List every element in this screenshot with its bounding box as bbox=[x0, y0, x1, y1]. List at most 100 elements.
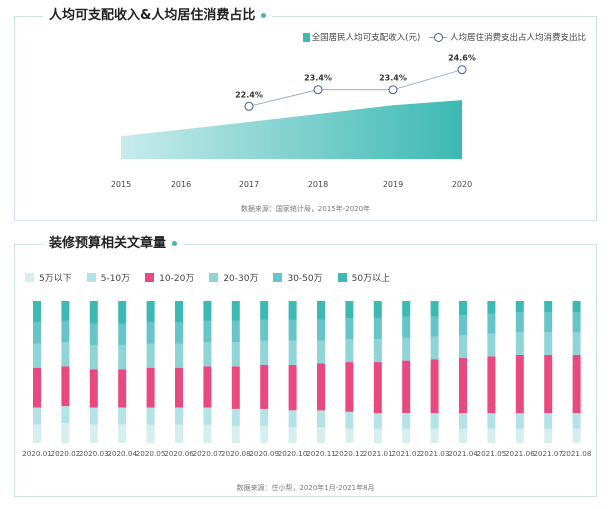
bar-segment bbox=[487, 428, 496, 443]
bar-segment bbox=[345, 339, 354, 362]
legend-item: 5万以下 bbox=[25, 271, 72, 284]
x-tick-label: 2020.10 bbox=[278, 449, 308, 458]
legend-label: 50万以上 bbox=[351, 274, 391, 284]
bar-segment bbox=[288, 301, 297, 320]
legend-swatch-icon bbox=[25, 273, 34, 282]
ratio-point bbox=[457, 65, 467, 75]
chart-title: 人均可支配收入&人均居住消费占比 bbox=[43, 7, 273, 25]
legend-swatch-icon bbox=[145, 273, 155, 282]
bar-segment bbox=[203, 424, 212, 443]
bar-segment bbox=[33, 367, 41, 408]
bar-segment bbox=[572, 301, 581, 313]
ratio-point bbox=[313, 85, 323, 95]
bar-segment bbox=[430, 301, 439, 317]
bar-segment bbox=[175, 367, 183, 408]
x-tick-label: 2021.03 bbox=[420, 449, 450, 458]
ratio-point bbox=[388, 85, 398, 95]
bar-segment bbox=[544, 332, 553, 355]
bar-segment bbox=[89, 345, 98, 370]
bar-segment bbox=[544, 355, 553, 414]
bar-segment bbox=[459, 357, 467, 414]
legend-label: 5-10万 bbox=[100, 274, 131, 284]
x-tick-label: 2016 bbox=[171, 180, 191, 189]
income-area bbox=[121, 100, 462, 159]
bar-segment bbox=[203, 342, 212, 367]
bar-segment bbox=[373, 318, 382, 340]
bar-segment bbox=[89, 301, 98, 324]
legend-label: 10-20万 bbox=[159, 274, 195, 284]
bar-segment bbox=[345, 318, 354, 340]
bar-segment bbox=[203, 320, 212, 343]
bar-segment bbox=[402, 360, 411, 414]
bar-segment bbox=[317, 427, 325, 443]
x-tick-label: 2021.06 bbox=[505, 449, 535, 458]
bar-segment bbox=[373, 301, 382, 318]
x-tick-label: 2020.04 bbox=[107, 449, 137, 458]
x-tick-label: 2020.05 bbox=[136, 449, 166, 458]
data-label: 22.4% bbox=[235, 90, 263, 99]
bar-segment bbox=[118, 323, 127, 345]
bar-segment bbox=[231, 366, 240, 409]
x-tick-label: 2020.12 bbox=[335, 449, 365, 458]
bar-segment bbox=[231, 320, 240, 343]
bar-segment bbox=[572, 428, 581, 443]
line-marker-icon bbox=[428, 33, 447, 42]
bar-segment bbox=[203, 407, 212, 425]
x-tick-label: 2020.09 bbox=[249, 449, 279, 458]
bar-segment bbox=[260, 364, 269, 409]
bar-segment bbox=[572, 332, 581, 355]
bar-segment bbox=[430, 359, 439, 414]
bar-segment bbox=[33, 301, 41, 323]
bar-segment bbox=[118, 424, 127, 443]
bar-segment bbox=[118, 407, 127, 425]
bar-segment bbox=[203, 366, 212, 408]
bar-segment bbox=[61, 366, 70, 407]
bar-segment bbox=[544, 413, 553, 429]
x-tick-label: 2020 bbox=[452, 180, 472, 189]
article-chart-panel: 装修预算相关文章量 5万以下 5-10万 10-20万 20-30万 30-50万 50万… bbox=[14, 235, 597, 497]
bar-segment bbox=[373, 362, 382, 414]
bar-segment bbox=[146, 367, 155, 408]
bar-segment bbox=[317, 410, 325, 428]
bar-segment bbox=[430, 316, 439, 337]
x-tick-label: 2021.08 bbox=[562, 449, 592, 458]
x-tick-label: 2015 bbox=[111, 180, 131, 189]
bar-segment bbox=[118, 345, 127, 370]
x-tick-label: 2021.07 bbox=[533, 449, 563, 458]
bar-segment bbox=[231, 408, 240, 426]
bar-segment bbox=[459, 413, 467, 429]
bar-segment bbox=[146, 407, 155, 425]
legend-label: 30-50万 bbox=[287, 274, 323, 284]
legend-item: 10-20万 bbox=[145, 271, 194, 284]
legend-item: 50万以上 bbox=[337, 271, 391, 284]
x-tick-label: 2020.11 bbox=[306, 449, 336, 458]
bar-segment bbox=[33, 407, 41, 425]
legend-item: 5-10万 bbox=[86, 271, 131, 284]
bar-segment bbox=[345, 411, 354, 429]
bar-segment bbox=[260, 408, 269, 426]
bar-segment bbox=[231, 342, 240, 367]
bar-segment bbox=[61, 406, 70, 424]
bar-segment bbox=[459, 315, 467, 336]
bar-segment bbox=[260, 319, 269, 341]
bar-segment bbox=[430, 336, 439, 360]
x-tick-label: 2021.02 bbox=[391, 449, 421, 458]
x-tick-label: 2020.06 bbox=[164, 449, 194, 458]
x-tick-label: 2020.01 bbox=[22, 449, 52, 458]
bar-segment bbox=[487, 333, 496, 357]
legend-swatch-icon bbox=[209, 273, 219, 282]
chart-legend: 全国居民人均可支配收入(元) 人均居住消费支出占人均消费支出比 bbox=[297, 31, 586, 43]
income-chart-panel: 人均可支配收入&人均居住消费占比 全国居民人均可支配收入(元) 人均居住消费支出… bbox=[14, 7, 597, 221]
bar-segment bbox=[345, 428, 354, 443]
bar-segment bbox=[61, 320, 70, 343]
legend-label: 5万以下 bbox=[39, 274, 72, 284]
title-dot-icon bbox=[172, 241, 178, 246]
bar-segment bbox=[61, 301, 70, 321]
legend-item: 20-30万 bbox=[209, 271, 258, 284]
bar-segment bbox=[487, 356, 496, 414]
bar-segment bbox=[260, 340, 269, 365]
bar-segment bbox=[61, 423, 70, 443]
income-chart-plot: 22.4% 23.4% 23.4% 24.6% 2015 2016 2017 2018 2019… bbox=[111, 54, 476, 189]
chart-title: 装修预算相关文章量 bbox=[43, 235, 184, 253]
bar-segment bbox=[345, 362, 354, 412]
